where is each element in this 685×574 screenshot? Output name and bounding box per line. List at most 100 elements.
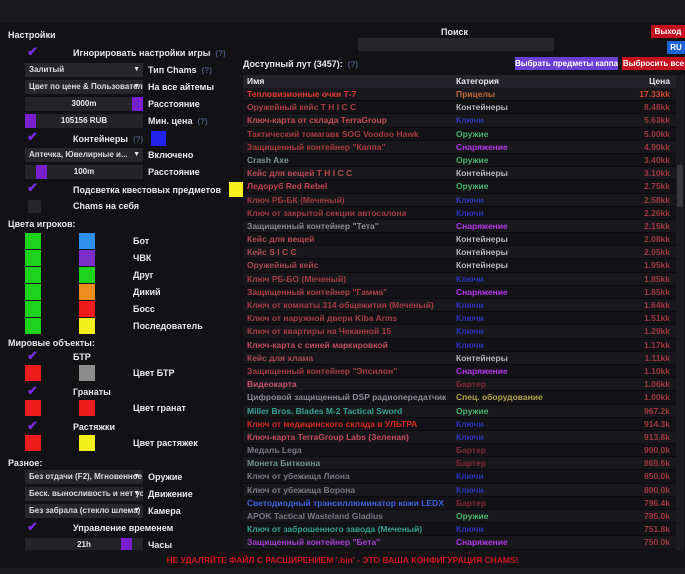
visible-color-swatch[interactable] [25, 267, 41, 283]
quest-items-checkbox[interactable]: ✔ [27, 180, 43, 197]
target-color-swatch[interactable] [79, 435, 95, 451]
table-row[interactable]: Ключ-карта TerraGroup Labs (Зеленая) Ключ… [243, 430, 676, 445]
table-row[interactable]: Цифровой защищенный DSP радиопередатчик С… [243, 391, 676, 405]
table-row[interactable]: Ключ от комнаты 314 общежития (Меченый) К… [243, 299, 676, 313]
table-row[interactable]: Ключ от убежища Ворона Ключи 800.0k [243, 483, 676, 497]
items-mode-dropdown[interactable]: Цвет по цене & Пользователям ▼ [25, 80, 143, 94]
table-row[interactable]: Ключ РБ-БК (Меченый) Ключи 2.58kk [243, 193, 676, 207]
camera-dropdown[interactable]: Без забрала (стекло шлема) ▼ [25, 504, 143, 518]
table-row[interactable]: Тепловизионные очки Т-7 Прицелы 17.33kk [243, 88, 676, 102]
containers-distance-slider[interactable]: 100m [25, 165, 143, 179]
table-row[interactable]: Ключ от медицинского склада в УЛЬТРА Ключ… [243, 417, 676, 431]
weapon-dropdown[interactable]: Без отдачи (F2), Мгновенное п ▼ [25, 470, 143, 484]
exit-button[interactable]: Выход [651, 25, 685, 38]
table-row[interactable]: Медаль Lega Бартер 900.0k [243, 444, 676, 458]
table-row[interactable]: Защищенный контейнер "Эпсилон" Снаряжение… [243, 364, 676, 379]
help-icon[interactable]: (?) [133, 135, 144, 144]
column-header-category[interactable]: Категория [456, 76, 499, 86]
min-price-slider[interactable]: 105156 RUB [25, 114, 143, 128]
language-button[interactable]: RU [667, 41, 685, 54]
containers-checkbox[interactable]: ✔ [27, 129, 43, 146]
grenades-checkbox[interactable]: ✔ [27, 383, 43, 400]
slider-handle[interactable] [25, 114, 36, 128]
visible-color-swatch[interactable] [25, 435, 41, 451]
table-row[interactable]: APOK Tactical Wasteland Gladius Оружие 785… [243, 510, 676, 524]
item-name: Защищенный контейнер "Гамма" [247, 286, 388, 297]
target-color-swatch[interactable] [79, 301, 95, 317]
help-icon[interactable]: (?) [347, 60, 358, 69]
containers-filter-dropdown[interactable]: Аптечка, Ювелирные и... ▼ [25, 148, 143, 162]
visible-color-swatch[interactable] [25, 301, 41, 317]
drop-all-button[interactable]: Выбросить все [622, 57, 685, 70]
table-row[interactable]: Ключ-карта с синей маркировкой Ключи 1.17k… [243, 338, 676, 352]
item-category: Оружие [456, 181, 489, 192]
table-row[interactable]: Видеокарта Бартер 1.06kk [243, 378, 676, 392]
target-color-swatch[interactable] [79, 267, 95, 283]
scrollbar-thumb[interactable] [677, 165, 683, 207]
item-name: Защищенный контейнер "Тета" [247, 220, 379, 231]
visible-color-swatch[interactable] [25, 400, 41, 416]
slider-handle[interactable] [132, 97, 143, 111]
table-row[interactable]: Ледоруб Red Rebel Оружие 2.75kk [243, 180, 676, 194]
help-icon[interactable]: (?) [197, 117, 208, 126]
table-row[interactable]: Кейс для вещей T H I C C Контейнеры 3.10kk [243, 167, 676, 181]
select-kappa-items-button[interactable]: Выбрать предметы каппа [515, 57, 618, 70]
target-color-swatch[interactable] [79, 284, 95, 300]
movement-dropdown[interactable]: Беск. выносливость и нет уста: ▼ [25, 487, 143, 501]
time-control-checkbox[interactable]: ✔ [27, 519, 43, 536]
table-row[interactable]: Crash Axe Оружие 3.40kk [243, 153, 676, 168]
visible-color-swatch[interactable] [25, 318, 41, 334]
table-row[interactable]: Монета Биткоина Бартер 869.6k [243, 457, 676, 471]
table-row[interactable]: Оружейный кейс T H I C C Контейнеры 8.48kk [243, 101, 676, 115]
table-scrollbar[interactable] [676, 75, 684, 550]
weapon-row: Без отдачи (F2), Мгновенное п ▼ Оружие [8, 470, 240, 487]
table-row[interactable]: Кейс для хлама Контейнеры 1.11kk [243, 351, 676, 365]
item-price: 3.10kk [644, 168, 670, 179]
quest-items-color-swatch[interactable] [229, 182, 245, 197]
table-row[interactable]: Оружейный кейс Контейнеры 1.95kk [243, 259, 676, 273]
table-row[interactable]: Ключ от наружной двери Kiba Arms Ключи 1.5… [243, 312, 676, 326]
table-row[interactable]: Ключ-карта от склада TerraGroup Ключи 5.63… [243, 114, 676, 128]
time-control-label: Управление временем [73, 523, 174, 533]
target-color-swatch[interactable] [79, 318, 95, 334]
target-color-swatch[interactable] [79, 365, 95, 381]
item-price: 796.4k [644, 497, 670, 508]
hours-slider[interactable]: 21h [25, 538, 143, 552]
table-row[interactable]: Ключ РБ-БО (Меченый) Ключи 1.85kk [243, 272, 676, 286]
help-icon[interactable]: (?) [215, 49, 226, 58]
chams-self-checkbox[interactable]: ✔ [27, 199, 43, 214]
table-row[interactable]: Кейс S I C C Контейнеры 2.05kk [243, 246, 676, 260]
tripwires-checkbox[interactable]: ✔ [27, 418, 43, 435]
item-name: Тепловизионные очки Т-7 [247, 89, 357, 99]
table-row[interactable]: Кейс для вещей Контейнеры 2.08kk [243, 233, 676, 247]
help-icon[interactable]: (?) [201, 66, 212, 75]
slider-handle[interactable] [36, 165, 47, 179]
btr-checkbox[interactable]: ✔ [27, 348, 43, 365]
table-row[interactable]: Ключ от закрытой секции автосалона Ключи 2… [243, 206, 676, 220]
table-row[interactable]: Защищенный контейнер "Бета" Снаряжение 750… [243, 536, 676, 550]
visible-color-swatch[interactable] [25, 233, 41, 249]
ignore-game-settings-checkbox[interactable]: ✔ [27, 44, 43, 61]
table-row[interactable]: Защищенный контейнер "Гамма" Снаряжение 1.… [243, 285, 676, 299]
table-row[interactable]: Ключ от заброшенного завода (Меченый) Клю… [243, 523, 676, 537]
target-color-swatch[interactable] [79, 233, 95, 249]
containers-color-swatch[interactable] [151, 131, 167, 146]
chams-type-dropdown[interactable]: Залитый ▼ [25, 63, 143, 77]
column-header-price[interactable]: Цена [649, 76, 670, 86]
target-color-swatch[interactable] [79, 400, 95, 416]
items-distance-slider[interactable]: 3000m [25, 97, 143, 111]
visible-color-swatch[interactable] [25, 284, 41, 300]
visible-color-swatch[interactable] [25, 365, 41, 381]
table-row[interactable]: Защищенный контейнер "Тета" Снаряжение 2.1… [243, 219, 676, 234]
slider-handle[interactable] [121, 538, 132, 552]
target-color-swatch[interactable] [79, 250, 95, 266]
table-row[interactable]: Светодиодный трансиллюминатор кожи LEDX Б… [243, 496, 676, 510]
table-row[interactable]: Ключ от убежища Лиона Ключи 850.0k [243, 470, 676, 484]
table-row[interactable]: Miller Bros. Blades M-2 Tactical Sword Ор… [243, 404, 676, 418]
search-input[interactable] [358, 38, 554, 51]
visible-color-swatch[interactable] [25, 250, 41, 266]
column-header-name[interactable]: Имя [247, 76, 265, 86]
table-row[interactable]: Тактический томагавк SOG Voodoo Hawk Оруж… [243, 127, 676, 141]
table-row[interactable]: Защищенный контейнер "Каппа" Снаряжение 4.… [243, 140, 676, 154]
table-row[interactable]: Ключ от квартиры на Чеканной 15 Ключи 1.29… [243, 325, 676, 339]
